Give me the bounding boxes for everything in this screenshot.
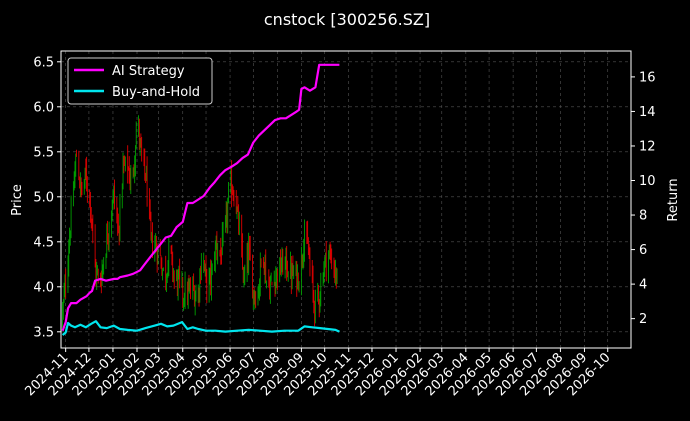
left-tick-label: 6.5 <box>33 55 54 70</box>
right-tick-label: 16 <box>639 70 656 85</box>
legend: AI Strategy Buy-and-Hold <box>67 57 213 105</box>
chart-title: cnstock [300256.SZ] <box>264 10 430 29</box>
right-tick-label: 10 <box>639 174 656 189</box>
price-candles <box>62 115 338 328</box>
left-tick-label: 5.0 <box>33 190 54 205</box>
right-tick-label: 8 <box>639 209 647 224</box>
series-line-ai-strategy <box>61 63 340 332</box>
right-axis: 2 4 6 8 10 12 14 16 <box>631 70 656 327</box>
right-tick-label: 6 <box>639 243 647 258</box>
left-axis-label: Price <box>10 184 25 216</box>
right-axis-label: Return <box>666 178 681 221</box>
series-line-buy-and-hold <box>61 320 340 336</box>
right-tick-label: 12 <box>639 139 656 154</box>
return-series <box>61 63 340 336</box>
left-tick-label: 6.0 <box>33 100 54 115</box>
legend-label-bh: Buy-and-Hold <box>112 85 200 100</box>
right-tick-label: 4 <box>639 278 647 293</box>
left-tick-label: 4.5 <box>33 235 54 250</box>
left-tick-label: 3.5 <box>33 325 54 340</box>
legend-label-ai: AI Strategy <box>112 64 185 79</box>
right-tick-label: 14 <box>639 105 656 120</box>
right-tick-label: 2 <box>639 312 647 327</box>
left-tick-label: 5.5 <box>33 145 54 160</box>
left-axis: 3.5 4.0 4.5 5.0 5.5 6.0 6.5 <box>33 55 61 340</box>
plot-frame <box>60 50 632 349</box>
left-tick-label: 4.0 <box>33 280 54 295</box>
